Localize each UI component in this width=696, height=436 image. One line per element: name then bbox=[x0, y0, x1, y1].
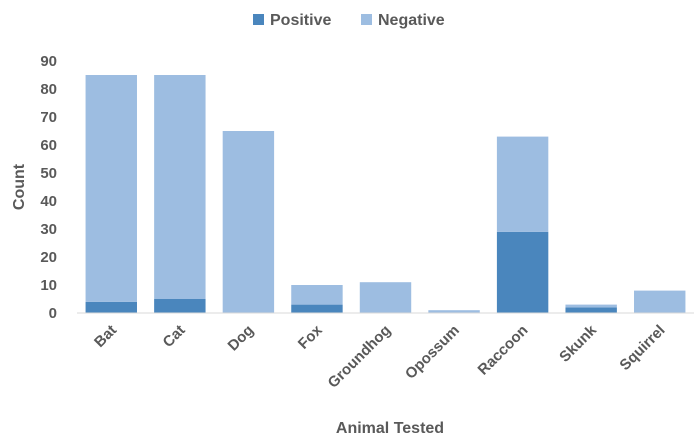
y-axis-title: Count bbox=[11, 163, 28, 210]
y-tick-label: 60 bbox=[40, 137, 57, 154]
y-tick-label: 50 bbox=[40, 165, 57, 182]
bar-negative-squirrel bbox=[634, 290, 686, 313]
bar-negative-bat bbox=[85, 75, 137, 302]
y-tick-label: 20 bbox=[40, 249, 57, 266]
y-tick-label: 30 bbox=[40, 221, 57, 238]
bar-negative-cat bbox=[154, 75, 206, 299]
x-tick-label: Bat bbox=[91, 322, 120, 351]
x-tick-label: Squirrel bbox=[616, 322, 668, 374]
bar-negative-dog bbox=[222, 131, 275, 313]
x-tick-label: Fox bbox=[295, 321, 326, 352]
x-tick-label: Dog bbox=[225, 322, 258, 355]
legend-swatch-negative bbox=[361, 14, 372, 25]
x-tick-label: Skunk bbox=[556, 321, 600, 365]
y-tick-label: 80 bbox=[40, 81, 57, 98]
bar-positive-fox bbox=[291, 304, 343, 313]
legend: Positive Negative bbox=[253, 12, 445, 29]
bar-negative-groundhog bbox=[359, 282, 412, 313]
x-tick-label: Groundhog bbox=[325, 322, 395, 392]
legend-label-negative: Negative bbox=[378, 12, 445, 29]
bar-negative-fox bbox=[291, 285, 343, 305]
y-tick-label: 0 bbox=[49, 305, 57, 322]
x-axis-title: Animal Tested bbox=[336, 420, 444, 436]
x-tick-label: Cat bbox=[160, 322, 189, 351]
bar-negative-skunk bbox=[565, 304, 617, 308]
bar-positive-bat bbox=[85, 301, 137, 313]
bar-negative-opossum bbox=[428, 310, 480, 313]
y-tick-label: 10 bbox=[40, 277, 57, 294]
legend-label-positive: Positive bbox=[270, 12, 331, 29]
y-axis-ticks: 0 10 20 30 40 50 60 70 80 90 bbox=[40, 53, 57, 322]
x-tick-label: Raccoon bbox=[475, 322, 532, 379]
y-tick-label: 90 bbox=[40, 53, 57, 70]
bars bbox=[85, 75, 686, 313]
bar-negative-raccoon bbox=[496, 136, 549, 232]
bar-positive-skunk bbox=[565, 307, 617, 313]
x-tick-label: Opossum bbox=[402, 322, 463, 383]
y-tick-label: 40 bbox=[40, 193, 57, 210]
legend-swatch-positive bbox=[253, 14, 264, 25]
y-tick-label: 70 bbox=[40, 109, 57, 126]
bar-positive-cat bbox=[154, 299, 206, 313]
bar-positive-raccoon bbox=[496, 231, 549, 313]
